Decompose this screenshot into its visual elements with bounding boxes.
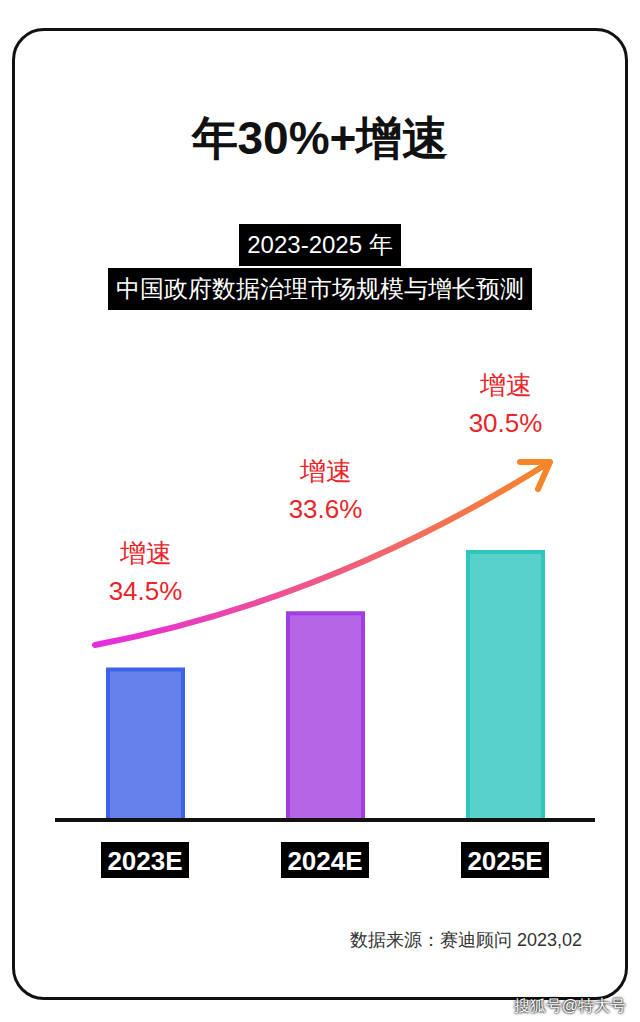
svg-text:增速: 增速 xyxy=(299,456,352,486)
html-text:搜狐号@特大号: 搜狐号@特大号 xyxy=(513,997,626,1014)
svg-text:增速: 增速 xyxy=(119,538,172,568)
svg-text:2023E: 2023E xyxy=(107,846,182,876)
html-text:数据来源：赛迪顾问 2023,02: 数据来源：赛迪顾问 2023,02 xyxy=(349,930,582,950)
svg-text:30.5%: 30.5% xyxy=(469,408,543,438)
svg-text:33.6%: 33.6% xyxy=(289,494,363,524)
svg-text:2024E: 2024E xyxy=(287,846,362,876)
svg-text:2025E: 2025E xyxy=(467,846,542,876)
svg-text:34.5%: 34.5% xyxy=(109,576,183,606)
html-text:年30%+增速: 年30%+增速 xyxy=(191,112,449,164)
html-text:2023-2025 年: 2023-2025 年 xyxy=(247,231,393,258)
html-text:中国政府数据治理市场规模与增长预测: 中国政府数据治理市场规模与增长预测 xyxy=(116,275,524,302)
svg-text:增速: 增速 xyxy=(479,370,532,400)
